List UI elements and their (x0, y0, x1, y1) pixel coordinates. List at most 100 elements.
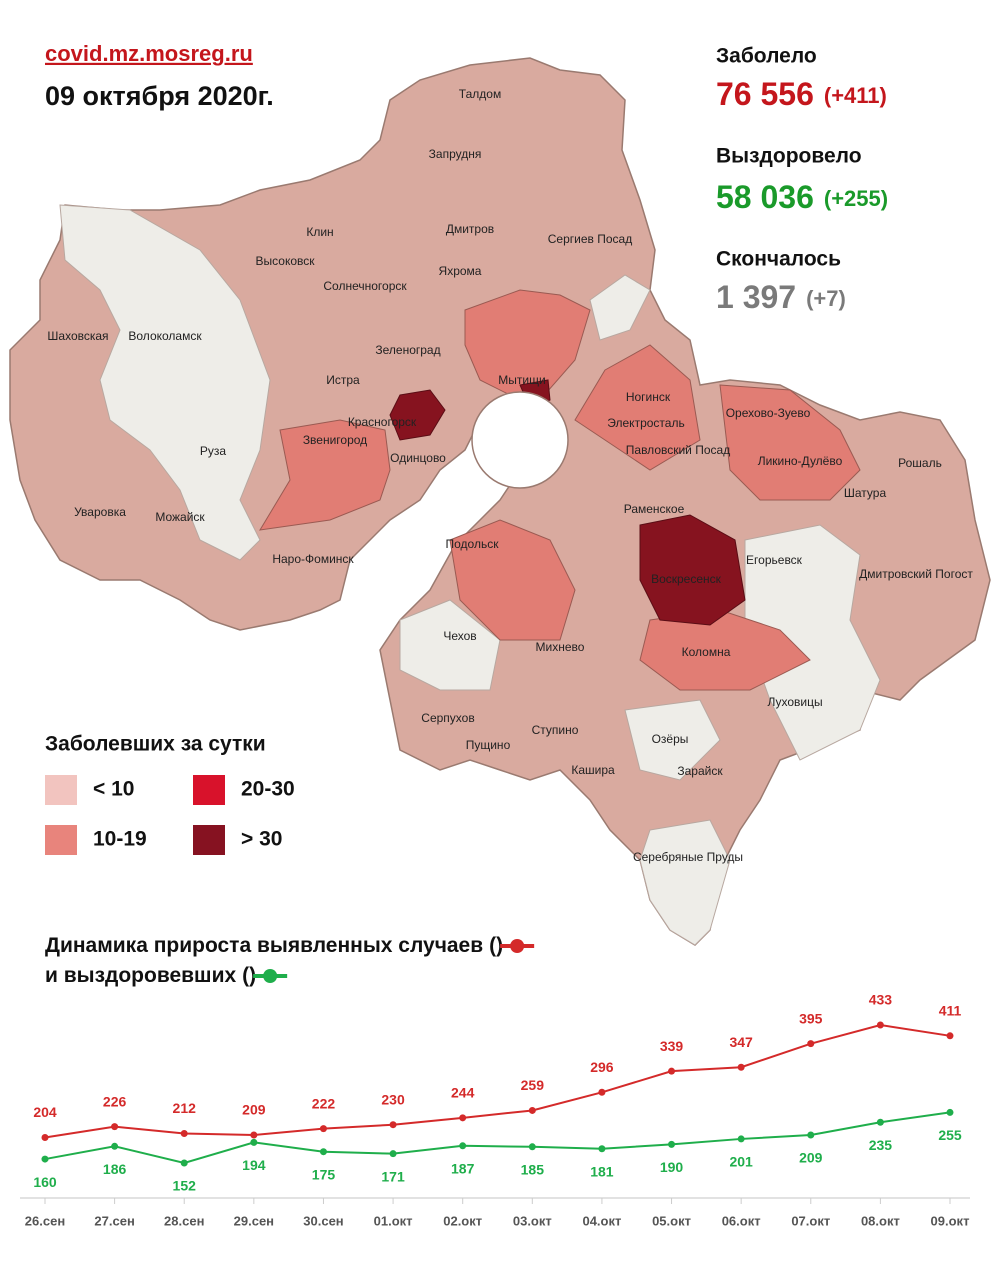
point (111, 1142, 119, 1150)
data-label: 185 (521, 1161, 545, 1177)
place-label: Пущино (466, 738, 511, 752)
data-label: 187 (451, 1161, 475, 1177)
point (807, 1131, 815, 1139)
legend-swatch (193, 775, 225, 805)
place-label: Орехово-Зуево (726, 406, 811, 420)
stat-value: 76 556 (+411) (716, 76, 887, 112)
region-mid (639, 609, 811, 691)
x-tick-label: 07.окт (791, 1213, 830, 1228)
point (946, 1032, 954, 1040)
place-label: Дмитровский Погост (859, 567, 973, 581)
legend-label: 10-19 (93, 828, 147, 851)
place-label: Кашира (571, 763, 615, 777)
x-tick-label: 03.окт (513, 1213, 552, 1228)
place-label: Мытищи (498, 373, 545, 387)
data-label: 204 (33, 1104, 57, 1120)
place-label: Клин (306, 225, 333, 239)
point (319, 1125, 327, 1133)
data-label: 160 (33, 1174, 57, 1190)
legend-label: < 10 (93, 778, 134, 801)
data-label: 194 (242, 1157, 266, 1173)
place-label: Ступино (532, 723, 579, 737)
point (528, 1143, 536, 1151)
map (9, 57, 991, 946)
place-label: Подольск (446, 537, 500, 551)
place-label: Серебряные Пруды (633, 850, 743, 864)
legend-marker (263, 969, 278, 983)
place-label: Истра (326, 373, 360, 387)
data-label: 190 (660, 1159, 684, 1175)
point (41, 1133, 49, 1141)
stat-label: Скончалось (716, 248, 841, 271)
source: covid.mz.mosreg.ru (45, 41, 253, 66)
place-label: Рошаль (898, 456, 942, 470)
data-label: 347 (729, 1034, 753, 1050)
title-text: Динамика прироста выявленных случаев (45, 934, 483, 957)
map-labels: Талдом Запрудня Клин Дмитров Сергиев Посад Вы… (47, 87, 973, 864)
region-mid (259, 419, 391, 531)
place-label: Уваровка (74, 505, 126, 519)
data-label: 259 (521, 1077, 545, 1093)
data-label: 181 (590, 1163, 614, 1179)
point (668, 1067, 676, 1075)
region-light (589, 274, 651, 341)
place-label: Красногорск (348, 415, 417, 429)
place-label: Руза (200, 444, 227, 458)
series-line (44, 1023, 951, 1139)
chart-subtitle: и выздоровевших () (45, 964, 256, 987)
data-label: 395 (799, 1010, 823, 1026)
point (459, 1142, 467, 1150)
region-mid (464, 289, 591, 401)
region-mid (574, 344, 701, 471)
point (737, 1063, 745, 1071)
place-label: Электросталь (607, 416, 684, 430)
x-tick-label: 02.окт (443, 1213, 482, 1228)
stat-label: Заболело (716, 45, 817, 68)
legend-swatch (193, 825, 225, 855)
x-tick-label: 06.окт (722, 1213, 761, 1228)
data-label: 235 (869, 1137, 893, 1153)
place-label: Павловский Посад (626, 443, 730, 457)
place-label: Озёры (652, 732, 689, 746)
place-label: Запрудня (429, 147, 482, 161)
line-chart: Динамика прироста выявленных случаев () и … (20, 934, 970, 1228)
stat-value: 58 036 (+255) (716, 179, 888, 215)
series-line (44, 1111, 951, 1165)
place-label: Наро-Фоминск (272, 552, 354, 566)
place-label: Звенигород (303, 433, 367, 447)
date: 09 октября 2020г. (45, 81, 274, 111)
data-label: 201 (729, 1154, 753, 1170)
region-light (624, 699, 721, 781)
legend-bracket: ) (249, 964, 256, 987)
point (319, 1148, 327, 1156)
stats: Заболело 76 556 (+411) Выздоровело 58 036 (+2… (716, 45, 888, 316)
map-legend: Заболевших за сутки < 10 10-19 20-30 > 30 (45, 733, 295, 855)
point (180, 1130, 188, 1138)
legend-bracket: ) (496, 934, 503, 957)
point (807, 1040, 815, 1048)
place-label: Можайск (155, 510, 205, 524)
point (737, 1135, 745, 1143)
x-tick-label: 04.окт (582, 1213, 621, 1228)
point (528, 1106, 536, 1114)
legend-swatch (45, 825, 77, 855)
data-label: 433 (869, 992, 893, 1008)
x-tick-label: 30.сен (303, 1213, 343, 1228)
region-light (639, 819, 731, 946)
data-label: 244 (451, 1085, 475, 1101)
x-tick-label: 29.сен (234, 1213, 274, 1228)
x-tick-label: 01.окт (374, 1213, 413, 1228)
region-outline (9, 57, 991, 946)
subtitle-text: и выздоровевших (45, 964, 236, 987)
data-label: 222 (312, 1095, 336, 1111)
legend-label: 20-30 (241, 778, 295, 801)
region-mid (719, 384, 861, 501)
x-tick-label: 27.сен (94, 1213, 134, 1228)
stat-value: 1 397 (+7) (716, 279, 846, 315)
point (389, 1121, 397, 1129)
data-label: 212 (173, 1100, 197, 1116)
place-label: Раменское (624, 502, 685, 516)
place-label: Чехов (443, 629, 476, 643)
chart-title: Динамика прироста выявленных случаев () (45, 934, 503, 957)
place-label: Шатура (844, 486, 887, 500)
